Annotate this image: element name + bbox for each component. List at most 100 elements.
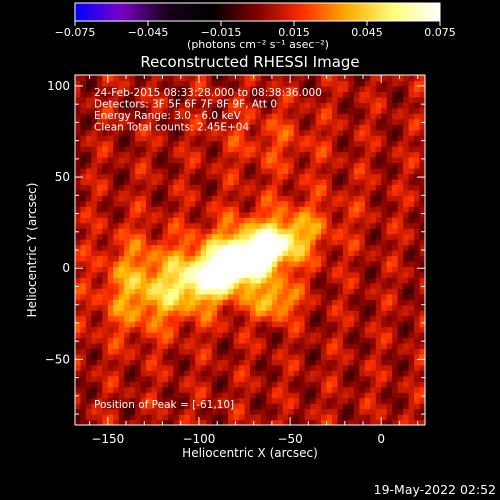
heatmap-cell <box>146 211 153 218</box>
heatmap-cell <box>75 233 82 240</box>
heatmap-cell <box>239 118 246 125</box>
heatmap-cell <box>113 162 120 169</box>
heatmap-cell <box>260 337 268 344</box>
heatmap-cell <box>96 386 103 393</box>
heatmap-cell <box>211 282 218 289</box>
heatmap-cell <box>96 403 103 410</box>
heatmap-cell <box>392 310 399 317</box>
heatmap-cell <box>392 392 399 399</box>
heatmap-cell <box>315 113 322 120</box>
heatmap-cell <box>414 151 421 158</box>
heatmap-cell <box>282 189 289 196</box>
heatmap-cell <box>282 310 289 317</box>
heatmap-cell <box>222 217 229 224</box>
heatmap-cell <box>250 277 257 284</box>
heatmap-cell <box>315 239 322 246</box>
heatmap-cell <box>157 370 164 377</box>
heatmap-cell <box>206 222 213 229</box>
heatmap-cell <box>337 140 344 147</box>
heatmap-cell <box>135 414 142 421</box>
heatmap-cell <box>250 146 257 153</box>
heatmap-cell <box>337 206 344 213</box>
y-tick-label: 0 <box>62 261 70 275</box>
heatmap-cell <box>326 321 333 328</box>
heatmap-cell <box>189 140 196 147</box>
heatmap-cell <box>250 113 257 120</box>
heatmap-cell <box>315 217 322 224</box>
heatmap-cell <box>85 326 93 333</box>
heatmap-cell <box>233 293 240 300</box>
heatmap-cell <box>206 260 213 268</box>
heatmap-cell <box>113 80 120 87</box>
heatmap-cell <box>288 381 295 388</box>
heatmap-cell <box>271 107 278 114</box>
heatmap-cell <box>239 96 246 103</box>
heatmap-cell <box>250 129 257 136</box>
heatmap-cell <box>353 222 360 229</box>
heatmap-cell <box>315 364 322 371</box>
heatmap-cell <box>206 342 213 350</box>
heatmap-cell <box>184 146 191 153</box>
heatmap-cell <box>102 386 109 393</box>
heatmap-cell <box>211 217 218 224</box>
heatmap-cell <box>113 173 120 180</box>
heatmap-cell <box>129 129 136 136</box>
heatmap-cell <box>85 359 93 366</box>
heatmap-cell <box>113 310 120 317</box>
heatmap-cell <box>370 375 377 382</box>
heatmap-cell <box>342 189 350 196</box>
heatmap-cell <box>359 255 366 262</box>
heatmap-cell <box>266 255 273 262</box>
heatmap-cell <box>217 397 224 404</box>
heatmap-cell <box>151 157 158 164</box>
heatmap-cell <box>282 96 289 103</box>
heatmap-cell <box>140 397 147 404</box>
heatmap-cell <box>178 233 185 240</box>
heatmap-cell <box>282 102 289 109</box>
heatmap-cell <box>228 206 235 213</box>
heatmap-cell <box>348 239 355 246</box>
heatmap-cell <box>233 200 240 207</box>
heatmap-cell <box>228 167 235 175</box>
heatmap-cell <box>408 381 415 388</box>
heatmap-cell <box>419 364 425 371</box>
heatmap-cell <box>266 419 273 425</box>
heatmap-cell <box>364 359 371 366</box>
heatmap-cell <box>167 326 175 333</box>
heatmap-cell <box>250 342 257 350</box>
heatmap-cell <box>162 162 169 169</box>
heatmap-cell <box>342 310 350 317</box>
heatmap-cell <box>315 321 322 328</box>
heatmap-cell <box>250 96 257 103</box>
heatmap-cell <box>189 304 196 311</box>
heatmap-cell <box>80 167 87 175</box>
heatmap-cell <box>315 178 322 185</box>
heatmap-cell <box>146 217 153 224</box>
heatmap-cell <box>337 96 344 103</box>
heatmap-cell <box>255 386 262 393</box>
heatmap-cell <box>217 211 224 218</box>
heatmap-cell <box>315 397 322 404</box>
heatmap-cell <box>397 140 404 147</box>
heatmap-cell <box>151 222 158 229</box>
heatmap-cell <box>107 293 114 300</box>
heatmap-cell <box>85 157 93 164</box>
heatmap-cell <box>271 353 278 360</box>
heatmap-cell <box>140 178 147 185</box>
heatmap-cell <box>359 157 366 164</box>
heatmap-cell <box>211 239 218 246</box>
heatmap-cell <box>392 293 399 300</box>
heatmap-cell <box>353 348 360 355</box>
heatmap-cell <box>381 189 388 196</box>
heatmap-cell <box>124 381 131 388</box>
heatmap-cell <box>359 184 366 191</box>
heatmap-cell <box>162 271 169 278</box>
heatmap-cell <box>271 359 278 366</box>
heatmap-cell <box>266 310 273 317</box>
heatmap-cell <box>173 304 180 311</box>
heatmap-cell <box>140 260 147 268</box>
heatmap-cell <box>332 217 339 224</box>
heatmap-cell <box>364 403 371 410</box>
heatmap-cell <box>167 140 175 147</box>
heatmap-cell <box>189 157 196 164</box>
